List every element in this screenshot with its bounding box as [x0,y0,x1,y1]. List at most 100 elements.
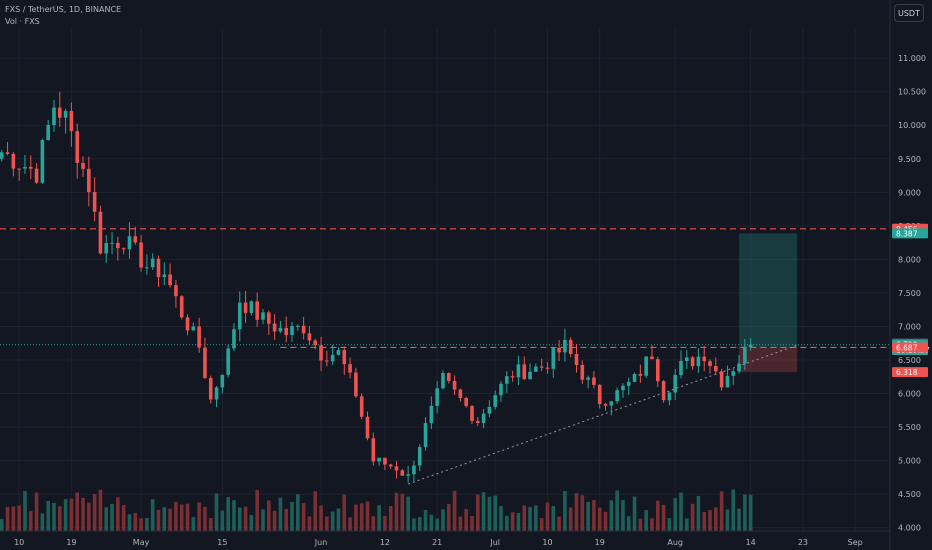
time-tick-label: 10 [542,538,552,547]
grid-lines [0,28,890,531]
volume-bar [46,500,50,531]
candle-body [365,416,370,439]
volume-bar [470,515,474,531]
candle-body [638,373,643,376]
volume-bar [81,497,85,531]
volume-bar [145,517,149,531]
time-tick-label: 21 [432,538,442,547]
candle-body [464,397,468,407]
volume-bar [197,502,201,531]
candle-body [725,375,730,388]
candle-body [87,168,91,193]
candle-body [388,464,393,467]
candle-body [0,152,4,159]
price-axis[interactable]: 11.00010.50010.0009.5009.0008.5008.0007.… [889,0,926,550]
volume-bar [52,502,56,531]
volume-bar [615,490,619,531]
candle-body [185,317,190,331]
candle-body [52,107,56,126]
candle-body [667,392,672,401]
time-tick-label: 19 [595,538,605,547]
candle-body [655,359,660,382]
volume-bar [603,511,608,531]
candle-body [539,366,544,368]
candle-body [690,357,695,367]
price-tick-label: 5.000 [898,457,921,466]
candle-body [127,236,132,250]
volume-bar [476,494,480,531]
candle-body [371,438,376,462]
volume-bar [272,510,277,531]
volume-bar [417,517,422,531]
volume-bar [127,514,132,531]
volume-bar [371,516,376,531]
volume-bar [626,516,631,531]
volume-bar [737,508,741,531]
time-tick-label: Jun [314,538,328,547]
candle-body [110,242,114,244]
candle-body [267,312,271,324]
volume-bar [568,507,573,531]
volume-bar [539,518,544,531]
candle-body [597,384,602,404]
price-tick-label: 10.000 [898,121,926,130]
price-tick-label: 6.500 [898,356,921,365]
candle-body [557,348,561,353]
volume-bar [319,505,323,531]
volume-bar [528,507,532,531]
volume-bar [446,504,451,531]
volume-bar [40,513,45,531]
candle-body [307,333,312,341]
candle-body [522,364,527,380]
volume-bar [232,500,236,531]
long-position-tool[interactable] [739,233,798,373]
volume-bar [638,518,643,531]
candle-body [661,381,666,401]
candle-body [702,356,707,362]
volume-bar [534,505,538,531]
candle-body [81,162,85,169]
candle-body [278,327,283,332]
candle-body [377,457,381,462]
volume-bar [261,509,265,531]
volume-bar [313,491,318,531]
candle-body [673,375,677,393]
currency-button[interactable]: USDT [894,4,924,22]
volume-bar [23,491,27,531]
volume-bar [394,492,399,531]
volume-bar [220,510,225,531]
horizontal-lines[interactable] [0,228,890,349]
candle-body [406,474,410,476]
candle-body [191,326,196,331]
candle-body [168,274,172,286]
candle-body [174,285,178,297]
volume-indicator-title: Vol · FXS [5,17,40,26]
volume-bar [661,504,666,531]
volume-bar [441,509,445,531]
price-tick-label: 8.000 [898,255,921,264]
price-label-box [892,228,928,239]
volume-bar [487,496,492,531]
volume-bar [17,505,21,531]
volume-bar [551,506,556,531]
trendline[interactable] [407,344,798,485]
volume-bar [383,516,387,531]
volume-bar [400,493,405,531]
volume-bar [116,497,120,531]
candle-body [342,350,347,365]
volume-bar [499,506,503,531]
candle-body [133,236,138,243]
volume-bar [5,506,10,531]
time-axis[interactable]: 10 19 May 15 Jun 12 21 Jul 10 19 Aug 14 23 Sep [0,530,890,547]
candle-body [400,470,405,476]
candle-body [719,371,724,388]
candle-body [574,353,579,365]
volume-bar [243,506,248,531]
volume-bar [597,507,602,531]
candle-body [69,110,74,132]
candle-body [336,350,341,355]
volume-bar [423,510,428,531]
candle-body [296,325,300,327]
candle-body [551,348,556,369]
